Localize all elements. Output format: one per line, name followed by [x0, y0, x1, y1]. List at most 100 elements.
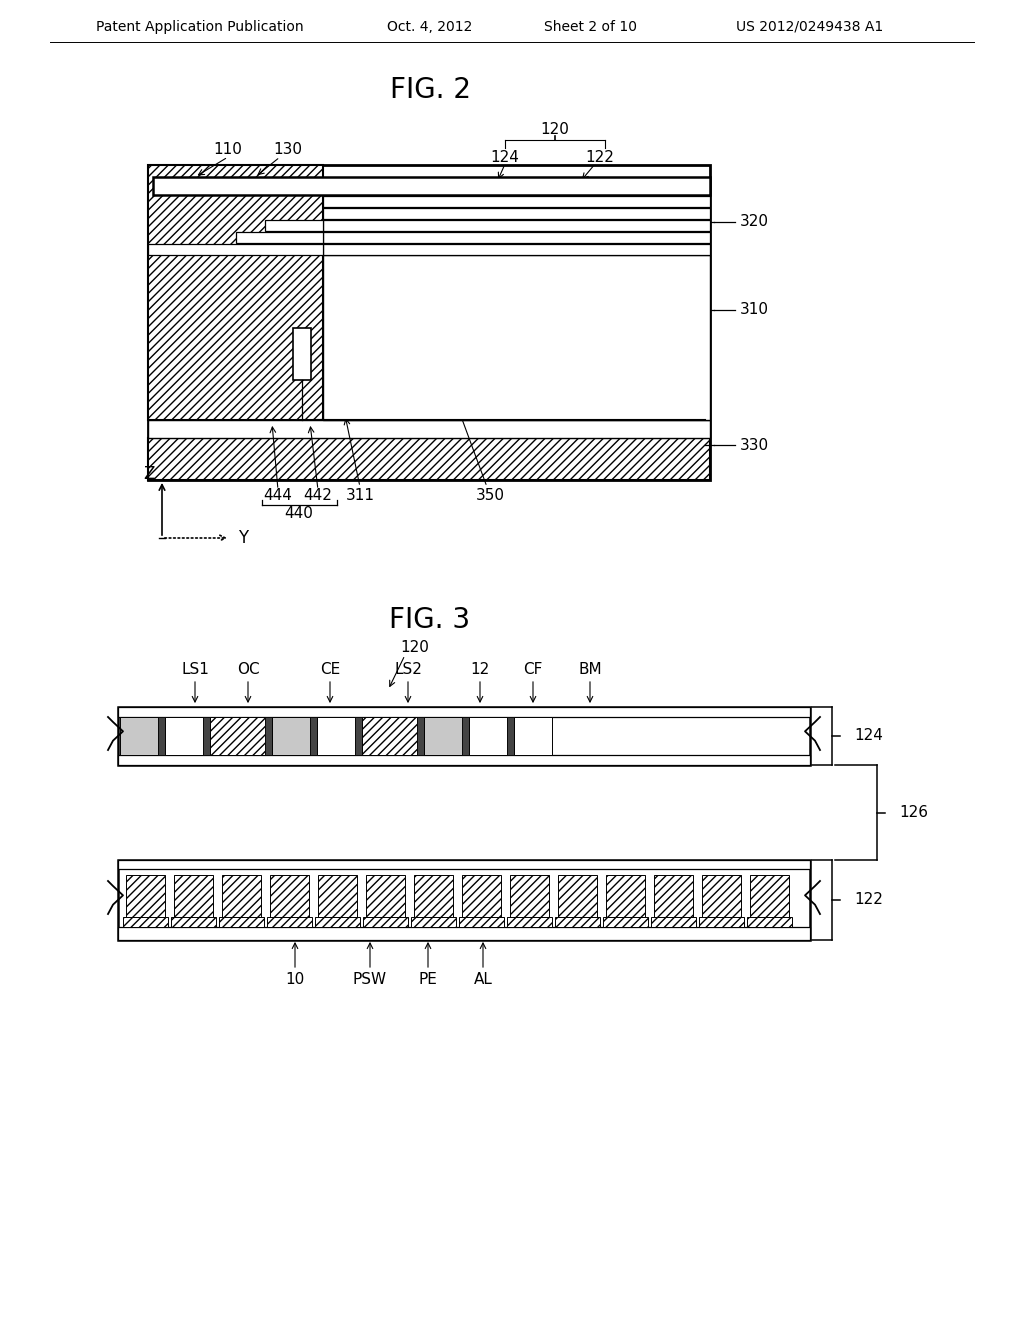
- Bar: [469, 717, 507, 755]
- Bar: [118, 708, 810, 766]
- Text: LS2: LS2: [394, 663, 422, 677]
- Bar: [654, 875, 693, 917]
- Bar: [270, 875, 309, 917]
- Bar: [362, 717, 417, 755]
- Text: 442: 442: [303, 487, 333, 503]
- Bar: [148, 438, 710, 480]
- Bar: [507, 917, 552, 927]
- Bar: [120, 717, 158, 755]
- Bar: [171, 917, 216, 927]
- Bar: [510, 875, 549, 917]
- Text: 122: 122: [586, 150, 614, 165]
- Bar: [318, 875, 357, 917]
- Bar: [462, 717, 469, 755]
- Bar: [323, 255, 710, 420]
- Text: 120: 120: [541, 123, 569, 137]
- Bar: [514, 717, 552, 755]
- Bar: [699, 917, 744, 927]
- Text: CF: CF: [523, 663, 543, 677]
- Text: 124: 124: [854, 729, 883, 743]
- Text: Y: Y: [238, 529, 248, 546]
- Bar: [366, 875, 406, 917]
- Text: Oct. 4, 2012: Oct. 4, 2012: [387, 20, 473, 34]
- Bar: [507, 717, 514, 755]
- Bar: [158, 717, 165, 755]
- Text: 330: 330: [740, 437, 769, 453]
- Text: 444: 444: [263, 487, 293, 503]
- Text: G: G: [528, 731, 538, 741]
- Bar: [148, 244, 323, 255]
- Bar: [222, 875, 261, 917]
- Bar: [118, 708, 810, 717]
- Bar: [459, 917, 504, 927]
- Bar: [424, 717, 462, 755]
- Bar: [148, 420, 710, 438]
- Bar: [118, 755, 810, 766]
- Bar: [558, 875, 597, 917]
- Bar: [746, 917, 792, 927]
- Text: R: R: [180, 731, 187, 741]
- Bar: [603, 917, 648, 927]
- Bar: [323, 232, 710, 243]
- Text: 10: 10: [286, 973, 304, 987]
- Text: 110: 110: [214, 143, 243, 157]
- Text: US 2012/0249438 A1: US 2012/0249438 A1: [736, 20, 884, 34]
- Bar: [323, 209, 710, 219]
- Bar: [148, 165, 323, 420]
- Bar: [265, 717, 272, 755]
- Text: 122: 122: [854, 892, 883, 908]
- Text: B: B: [439, 731, 446, 741]
- Text: PE: PE: [419, 973, 437, 987]
- Bar: [355, 717, 362, 755]
- Bar: [462, 875, 501, 917]
- Bar: [293, 327, 311, 380]
- Bar: [411, 917, 456, 927]
- Bar: [203, 717, 210, 755]
- Bar: [165, 717, 203, 755]
- Text: R: R: [332, 731, 340, 741]
- Bar: [126, 875, 165, 917]
- Bar: [651, 917, 696, 927]
- Bar: [123, 917, 168, 927]
- Text: Sheet 2 of 10: Sheet 2 of 10: [544, 20, 637, 34]
- Bar: [210, 717, 265, 755]
- Bar: [323, 220, 710, 231]
- Text: LS1: LS1: [181, 663, 209, 677]
- Bar: [118, 927, 810, 940]
- Text: AL: AL: [473, 973, 493, 987]
- Bar: [417, 717, 424, 755]
- Bar: [265, 220, 323, 231]
- Bar: [555, 917, 600, 927]
- Text: 12: 12: [470, 663, 489, 677]
- Bar: [153, 177, 710, 195]
- Bar: [323, 195, 710, 207]
- Text: Patent Application Publication: Patent Application Publication: [96, 20, 304, 34]
- Bar: [219, 917, 264, 927]
- Bar: [750, 875, 790, 917]
- Bar: [236, 232, 323, 243]
- Text: 130: 130: [273, 143, 302, 157]
- Text: Z: Z: [143, 465, 155, 483]
- Text: 311: 311: [345, 487, 375, 503]
- Bar: [148, 165, 710, 480]
- Bar: [702, 875, 741, 917]
- Text: 310: 310: [740, 302, 769, 318]
- Bar: [606, 875, 645, 917]
- Bar: [118, 861, 810, 869]
- Bar: [310, 717, 317, 755]
- Bar: [267, 917, 312, 927]
- Text: 320: 320: [740, 214, 769, 230]
- Text: FIG. 3: FIG. 3: [389, 606, 471, 634]
- Text: 120: 120: [400, 640, 429, 656]
- Text: CE: CE: [319, 663, 340, 677]
- Bar: [315, 917, 360, 927]
- Bar: [414, 875, 453, 917]
- Bar: [362, 917, 408, 927]
- Text: B: B: [287, 731, 295, 741]
- Text: B: B: [135, 731, 142, 741]
- Text: BM: BM: [579, 663, 602, 677]
- Text: OC: OC: [237, 663, 259, 677]
- Text: FIG. 2: FIG. 2: [389, 77, 470, 104]
- Bar: [317, 717, 355, 755]
- Text: 350: 350: [475, 487, 505, 503]
